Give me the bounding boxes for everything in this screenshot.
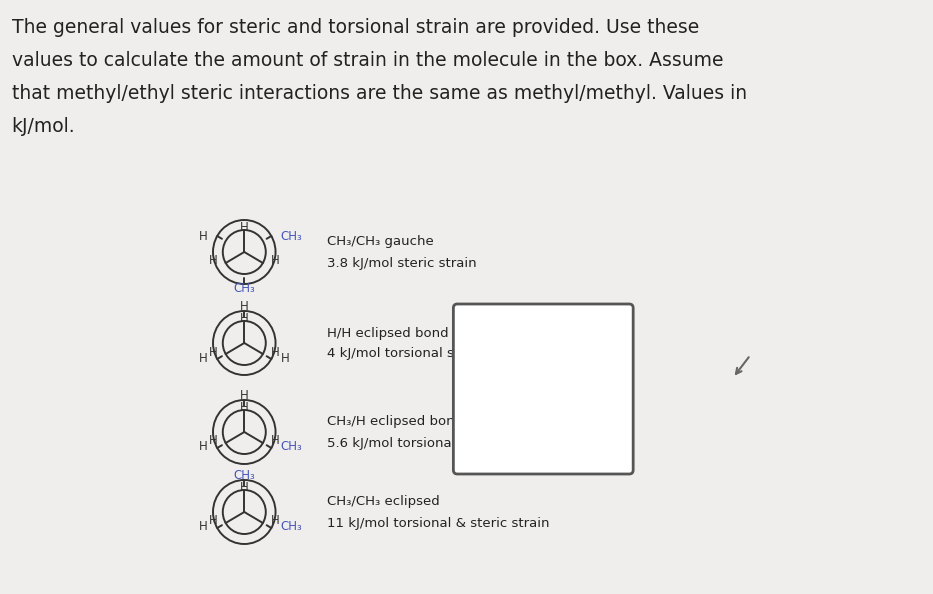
Text: CH₃: CH₃ (233, 469, 255, 482)
Text: CH₂CH₃: CH₂CH₃ (572, 367, 618, 380)
Text: The general values for steric and torsional strain are provided. Use these: The general values for steric and torsio… (12, 18, 699, 37)
Text: CH₃/H eclipsed bond: CH₃/H eclipsed bond (327, 415, 464, 428)
Text: CH₃/CH₃ eclipsed: CH₃/CH₃ eclipsed (327, 495, 440, 508)
Text: H: H (240, 481, 249, 494)
Text: H: H (240, 221, 249, 234)
Text: CH₃: CH₃ (518, 342, 541, 355)
Text: 11 kJ/mol torsional & steric strain: 11 kJ/mol torsional & steric strain (327, 517, 550, 529)
Text: 3.8 kJ/mol steric strain: 3.8 kJ/mol steric strain (327, 257, 477, 270)
Text: H: H (209, 254, 218, 267)
Text: values to calculate the amount of strain in the molecule in the box. Assume: values to calculate the amount of strain… (12, 51, 723, 70)
Text: H: H (271, 434, 279, 447)
Text: H: H (271, 514, 279, 527)
Text: kJ/mol.: kJ/mol. (12, 117, 76, 136)
Circle shape (505, 367, 554, 417)
Text: 5.6 kJ/mol torsional strain: 5.6 kJ/mol torsional strain (327, 437, 498, 450)
Text: H: H (240, 401, 249, 414)
Text: H: H (559, 375, 568, 388)
Circle shape (223, 490, 266, 534)
Text: H: H (209, 434, 218, 447)
Text: that methyl/ethyl steric interactions are the same as methyl/methyl. Values in: that methyl/ethyl steric interactions ar… (12, 84, 746, 103)
Text: CH₃/CH₃ gauche: CH₃/CH₃ gauche (327, 235, 434, 248)
Text: CH₃: CH₃ (281, 441, 302, 453)
Circle shape (223, 321, 266, 365)
FancyBboxPatch shape (453, 304, 634, 474)
Circle shape (223, 410, 266, 454)
Text: H: H (240, 300, 249, 313)
Text: H: H (199, 230, 208, 244)
Text: H: H (199, 441, 208, 453)
Text: H: H (240, 389, 249, 402)
Text: CH₃: CH₃ (233, 282, 255, 295)
Circle shape (223, 230, 266, 274)
Text: H: H (271, 254, 279, 267)
Text: H: H (199, 352, 208, 365)
Text: CH₃: CH₃ (281, 230, 302, 244)
Text: CH₃: CH₃ (518, 429, 541, 443)
Text: H: H (281, 352, 289, 365)
Text: H: H (199, 520, 208, 533)
Text: 4 kJ/mol torsional strain: 4 kJ/mol torsional strain (327, 347, 485, 361)
Text: H: H (209, 346, 218, 359)
Text: H: H (209, 514, 218, 527)
Text: CH₃: CH₃ (281, 520, 302, 533)
Text: H: H (525, 414, 535, 427)
Text: H: H (271, 346, 279, 359)
Text: H: H (240, 312, 249, 325)
Text: H: H (491, 375, 500, 388)
Text: H/H eclipsed bond: H/H eclipsed bond (327, 327, 449, 340)
